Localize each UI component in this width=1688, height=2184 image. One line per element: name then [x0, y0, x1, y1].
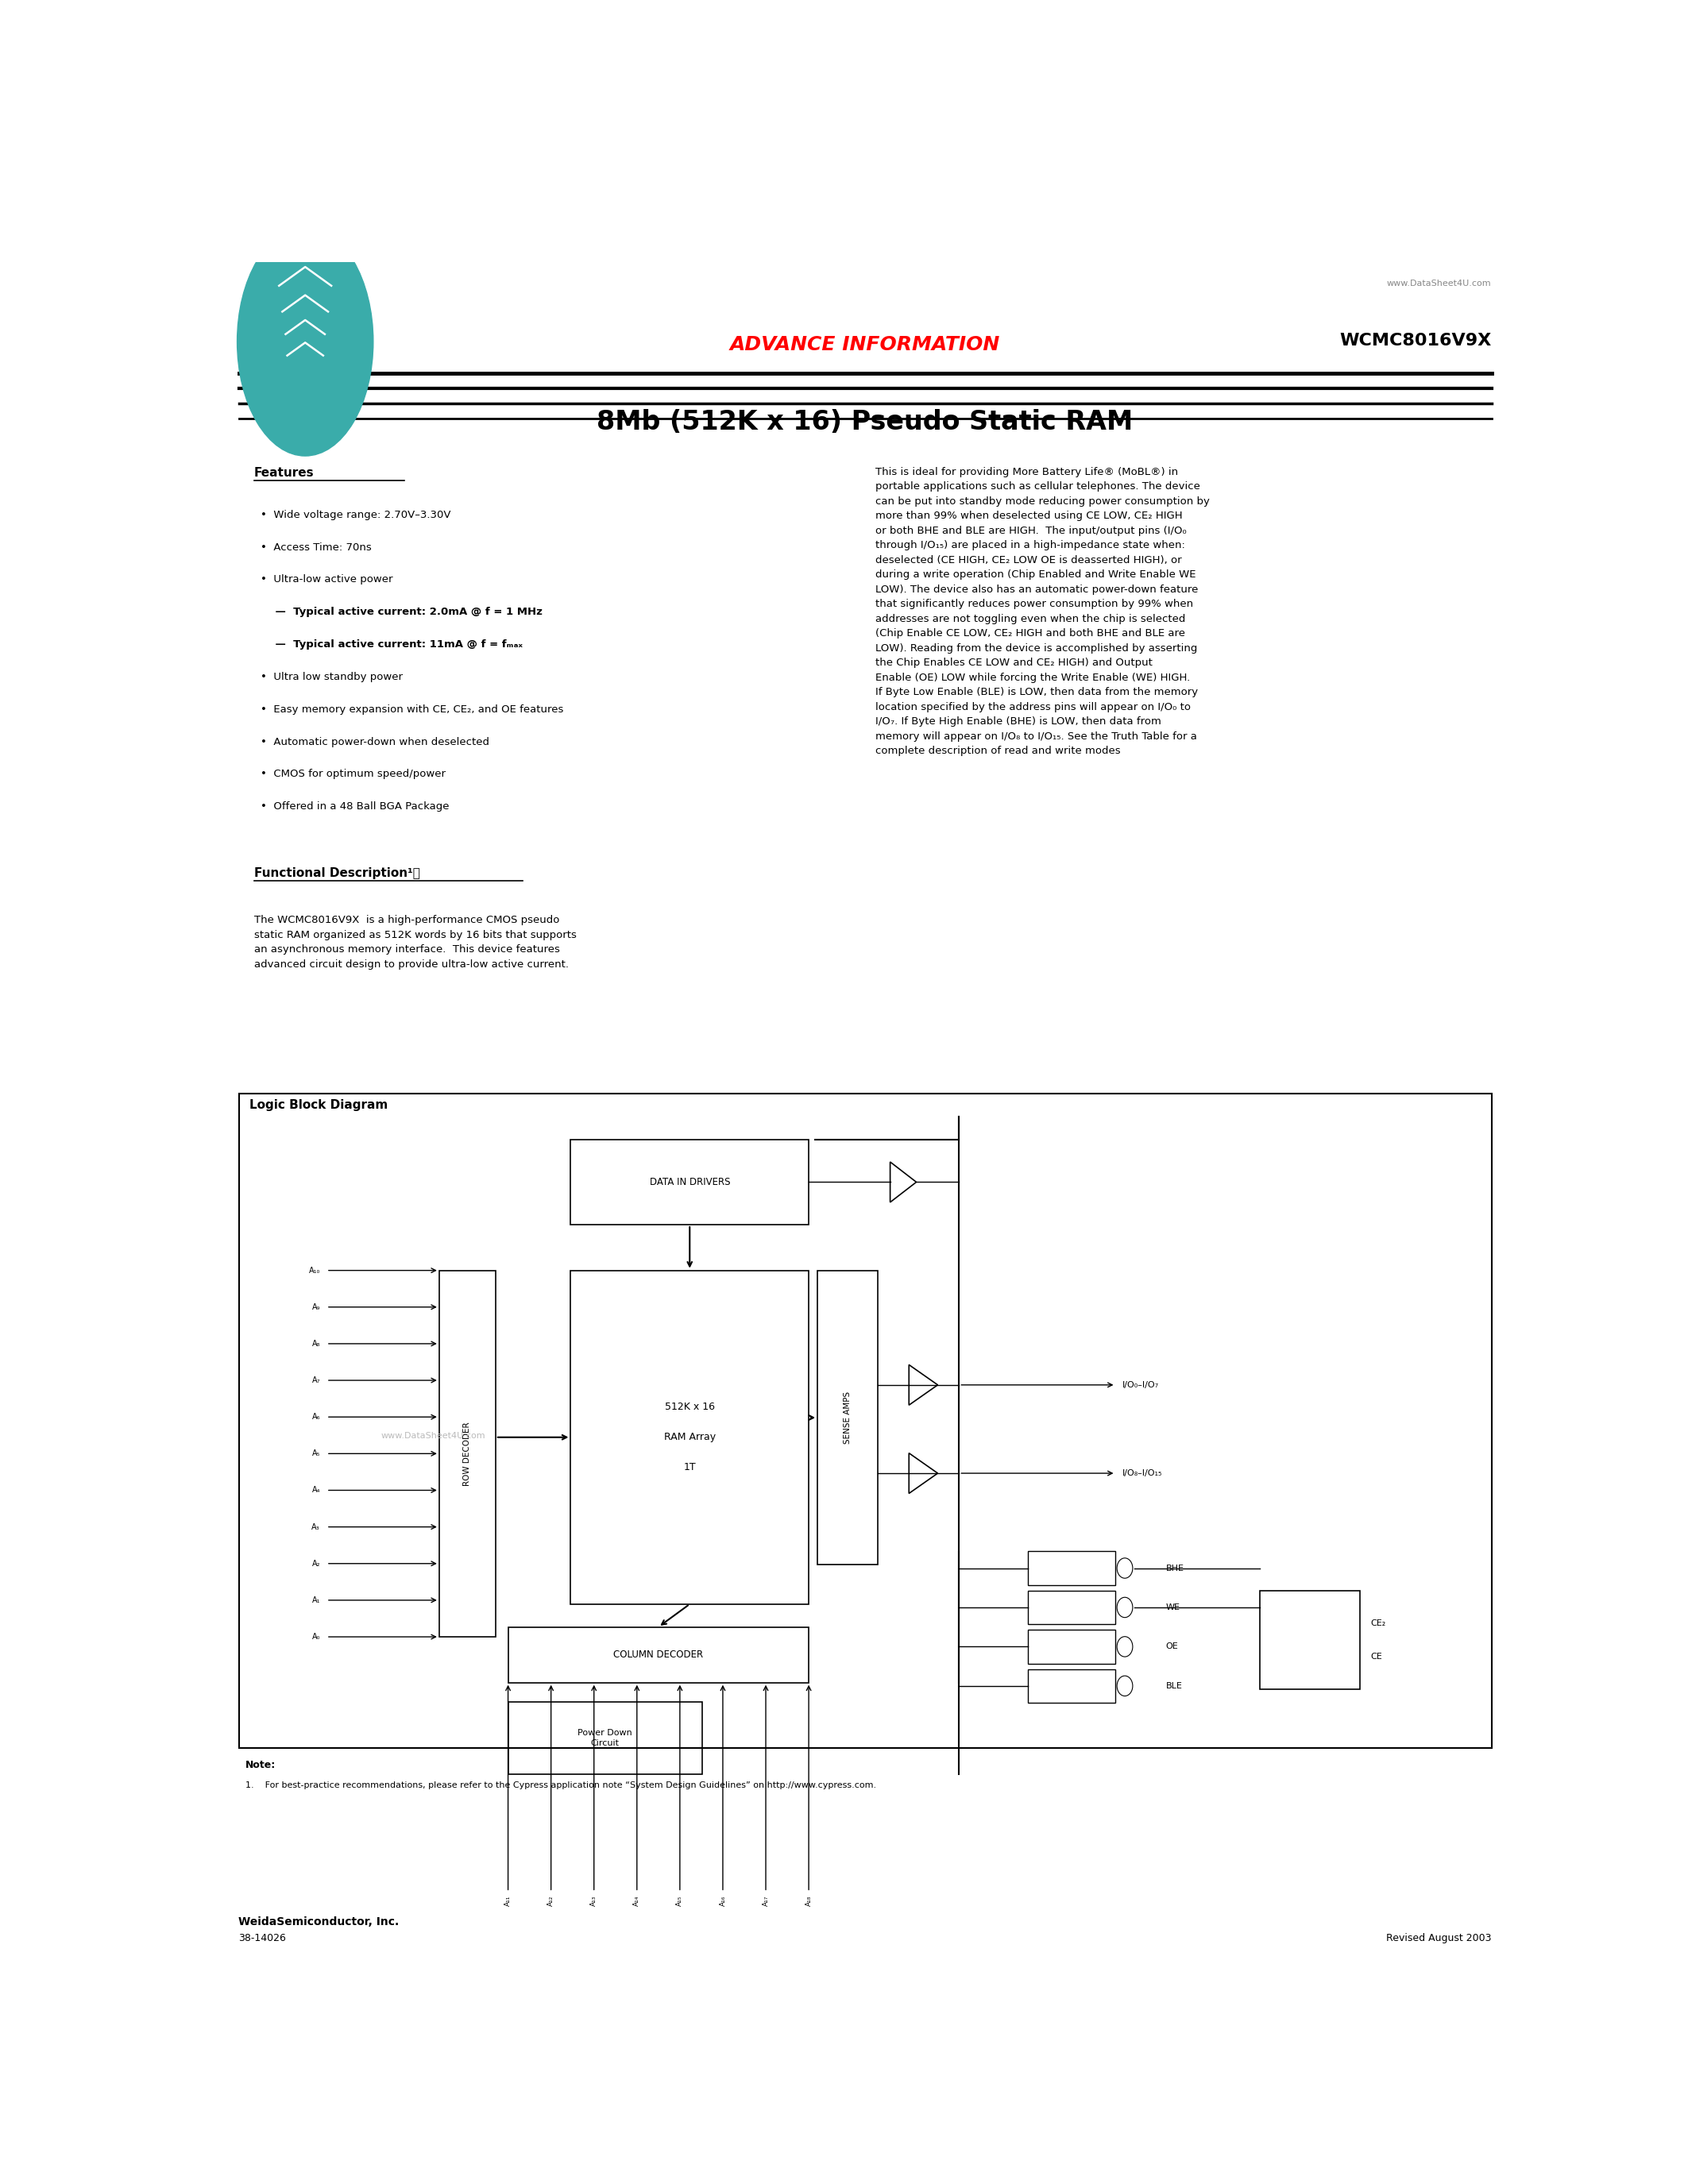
Text: I/O₈–I/O₁₅: I/O₈–I/O₁₅ [1123, 1470, 1163, 1476]
Text: Revised August 2003: Revised August 2003 [1386, 1933, 1492, 1944]
Bar [571, 1140, 809, 1225]
Bar [1259, 1590, 1361, 1688]
Text: Features: Features [255, 467, 314, 478]
Text: •  Ultra-low active power: • Ultra-low active power [260, 574, 393, 585]
Text: This is ideal for providing More Battery Life® (MoBL®) in
portable applications : This is ideal for providing More Battery… [876, 467, 1210, 756]
Text: CE: CE [1371, 1653, 1382, 1660]
Text: —  Typical active current: 2.0mA @ f = 1 MHz: — Typical active current: 2.0mA @ f = 1 … [260, 607, 542, 618]
Text: A₂: A₂ [312, 1559, 321, 1568]
Text: RAM Array: RAM Array [663, 1433, 716, 1441]
Text: A₃: A₃ [312, 1522, 321, 1531]
Text: 38-14026: 38-14026 [238, 1933, 287, 1944]
Text: WE: WE [1166, 1603, 1180, 1612]
Text: A₉: A₉ [312, 1304, 321, 1310]
Text: A₇: A₇ [312, 1376, 321, 1385]
Text: •  Easy memory expansion with CE, CE₂, and OE features: • Easy memory expansion with CE, CE₂, an… [260, 703, 564, 714]
Text: Functional Description¹⧉: Functional Description¹⧉ [255, 867, 420, 880]
Text: •  Offered in a 48 Ball BGA Package: • Offered in a 48 Ball BGA Package [260, 802, 449, 812]
Bar [1028, 1629, 1116, 1664]
Bar [508, 1701, 702, 1773]
Text: •  CMOS for optimum speed/power: • CMOS for optimum speed/power [260, 769, 446, 780]
Text: I/O₀–I/O₇: I/O₀–I/O₇ [1123, 1380, 1160, 1389]
Text: www.DataSheet4U.com: www.DataSheet4U.com [381, 1433, 486, 1439]
Text: ROW DECODER: ROW DECODER [464, 1422, 471, 1485]
Bar [1028, 1669, 1116, 1704]
Text: A₁₈: A₁₈ [805, 1896, 812, 1907]
Text: WCMC8016V9X: WCMC8016V9X [1340, 332, 1492, 347]
Text: 1.    For best-practice recommendations, please refer to the Cypress application: 1. For best-practice recommendations, pl… [245, 1782, 876, 1789]
Text: BLE: BLE [1166, 1682, 1182, 1690]
Text: A₈: A₈ [312, 1339, 321, 1348]
Text: •  Wide voltage range: 2.70V–3.30V: • Wide voltage range: 2.70V–3.30V [260, 509, 451, 520]
Text: A₁₆: A₁₆ [719, 1896, 726, 1907]
Text: COLUMN DECODER: COLUMN DECODER [613, 1649, 704, 1660]
Text: CE₂: CE₂ [1371, 1618, 1386, 1627]
Text: A₁: A₁ [312, 1597, 321, 1605]
Bar [238, 1094, 1492, 1747]
Text: BHE: BHE [1166, 1564, 1183, 1572]
Text: •  Access Time: 70ns: • Access Time: 70ns [260, 542, 371, 553]
Text: 1T: 1T [684, 1463, 695, 1472]
Text: www.DataSheet4U.com: www.DataSheet4U.com [1388, 280, 1492, 286]
Text: A₁₅: A₁₅ [677, 1896, 684, 1907]
Text: ADVANCE INFORMATION: ADVANCE INFORMATION [729, 334, 1001, 354]
Text: •  Automatic power-down when deselected: • Automatic power-down when deselected [260, 736, 490, 747]
Text: W E I D A: W E I D A [277, 393, 334, 404]
Text: Power Down
Circuit: Power Down Circuit [577, 1730, 633, 1747]
Text: The WCMC8016V9X  is a high-performance CMOS pseudo
static RAM organized as 512K : The WCMC8016V9X is a high-performance CM… [255, 915, 577, 970]
Text: A₁₄: A₁₄ [633, 1896, 640, 1907]
Text: A₁₁: A₁₁ [505, 1896, 511, 1907]
Text: A₀: A₀ [312, 1634, 321, 1640]
Bar [1028, 1590, 1116, 1625]
Text: A₁₃: A₁₃ [591, 1896, 598, 1907]
Text: OE: OE [1166, 1642, 1178, 1651]
Text: A₄: A₄ [312, 1487, 321, 1494]
Ellipse shape [236, 227, 373, 456]
Text: Logic Block Diagram: Logic Block Diagram [250, 1099, 388, 1112]
Text: SENSE AMPS: SENSE AMPS [844, 1391, 851, 1444]
Bar [1028, 1551, 1116, 1586]
Text: DATA IN DRIVERS: DATA IN DRIVERS [650, 1177, 729, 1188]
Text: A₆: A₆ [312, 1413, 321, 1422]
Bar [817, 1271, 878, 1566]
Bar [571, 1271, 809, 1603]
Bar [439, 1271, 496, 1636]
Text: A₁₇: A₁₇ [763, 1896, 770, 1907]
Text: —  Typical active current: 11mA @ f = fₘₐₓ: — Typical active current: 11mA @ f = fₘₐ… [260, 640, 523, 649]
Text: A₁₀: A₁₀ [309, 1267, 321, 1275]
Text: WeidaSemiconductor, Inc.: WeidaSemiconductor, Inc. [238, 1915, 400, 1926]
Text: A₁₂: A₁₂ [547, 1896, 555, 1907]
Text: •  Ultra low standby power: • Ultra low standby power [260, 673, 403, 681]
Text: Note:: Note: [245, 1760, 275, 1771]
Text: A₅: A₅ [312, 1450, 321, 1457]
Text: 8Mb (512K x 16) Pseudo Static RAM: 8Mb (512K x 16) Pseudo Static RAM [598, 408, 1133, 435]
Text: 512K x 16: 512K x 16 [665, 1402, 714, 1413]
Bar [508, 1627, 809, 1682]
